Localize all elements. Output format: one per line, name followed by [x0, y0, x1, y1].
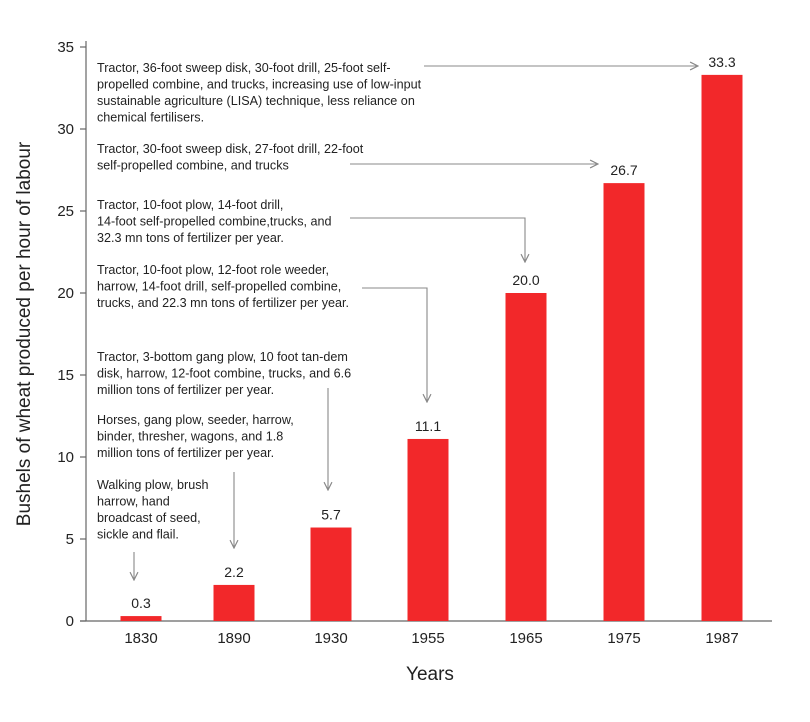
value-label: 20.0: [512, 272, 539, 288]
value-label: 5.7: [321, 507, 341, 523]
annotation-line: chemical fertilisers.: [97, 111, 204, 125]
annotation-line: Tractor, 10-foot plow, 12-foot role weed…: [97, 263, 329, 277]
annotation-1987: Tractor, 36-foot sweep disk, 30-foot dri…: [97, 61, 698, 125]
bar-1965: [505, 293, 547, 621]
x-tick-label: 1987: [705, 630, 738, 647]
y-tick-label: 20: [57, 285, 74, 302]
y-tick-label: 30: [57, 121, 74, 138]
arrow-icon: [362, 287, 427, 402]
arrow-icon: [350, 217, 525, 262]
x-tick-label: 1890: [217, 630, 250, 647]
annotation-line: sickle and flail.: [97, 528, 179, 542]
bar-1955: [407, 438, 449, 621]
x-tick-label: 1975: [607, 630, 640, 647]
x-axis-title: Years: [406, 664, 454, 685]
annotation-1965: Tractor, 10-foot plow, 14-foot drill, 14-…: [97, 198, 525, 262]
value-label: 33.3: [708, 54, 735, 70]
y-axis-title: Bushels of wheat produced per hour of la…: [14, 141, 35, 526]
annotation-line: propelled combine, and trucks, increasin…: [97, 78, 422, 92]
annotation-line: binder, thresher, wagons, and 1.8: [97, 430, 283, 444]
value-label: 2.2: [224, 564, 244, 580]
annotation-line: Tractor, 30-foot sweep disk, 27-foot dri…: [97, 142, 364, 156]
annotation-line: self-propelled combine, and trucks: [97, 159, 289, 173]
value-label: 0.3: [131, 595, 151, 611]
annotation-1830: Walking plow, brush harrow, hand broadcast…: [97, 478, 209, 580]
y-tick-label: 10: [57, 449, 74, 466]
annotation-line: 32.3 mn tons of fertilizer per year.: [97, 231, 284, 245]
y-tick-label: 5: [66, 531, 74, 548]
annotation-line: trucks, and 22.3 mn tons of fertilizer p…: [97, 296, 349, 310]
bars: 0.3 1830 2.2 1890 5.7 1930 11.1 1955 20.0 1965 26.…: [120, 54, 743, 647]
annotation-line: sustainable agriculture (LISA) technique…: [97, 94, 415, 108]
annotation-line: broadcast of seed,: [97, 511, 201, 525]
value-label: 26.7: [610, 162, 637, 178]
annotation-line: Horses, gang plow, seeder, harrow,: [97, 413, 294, 427]
x-tick-label: 1830: [124, 630, 157, 647]
annotation-line: 14-foot self-propelled combine,trucks, a…: [97, 215, 332, 229]
x-tick-label: 1930: [314, 630, 347, 647]
annotation-line: million tons of fertilizer per year.: [97, 383, 274, 397]
y-tick-label: 0: [66, 613, 74, 630]
annotation-1955: Tractor, 10-foot plow, 12-foot role weed…: [97, 263, 427, 402]
bar-1830: [120, 616, 162, 621]
annotation-1930: Tractor, 3-bottom gang plow, 10 foot tan…: [97, 350, 351, 490]
annotation-line: disk, harrow, 12-foot combine, trucks, a…: [97, 367, 351, 381]
annotation-line: harrow, hand: [97, 495, 170, 509]
axes: 0 5 10 15 20 25 30 35: [57, 39, 772, 630]
y-tick-label: 35: [57, 39, 74, 56]
annotation-line: million tons of fertilizer per year.: [97, 446, 274, 460]
annotation-1975: Tractor, 30-foot sweep disk, 27-foot dri…: [97, 142, 598, 173]
x-tick-label: 1955: [411, 630, 444, 647]
bar-1975: [603, 183, 645, 621]
y-tick-label: 25: [57, 203, 74, 220]
annotations: Walking plow, brush harrow, hand broadcast…: [97, 61, 698, 580]
annotation-line: harrow, 14-foot drill, self-propelled co…: [97, 280, 341, 294]
annotation-line: Tractor, 36-foot sweep disk, 30-foot dri…: [97, 61, 391, 75]
annotation-line: Walking plow, brush: [97, 478, 209, 492]
y-tick-label: 15: [57, 367, 74, 384]
x-tick-label: 1965: [509, 630, 542, 647]
annotation-line: Tractor, 10-foot plow, 14-foot drill,: [97, 198, 283, 212]
annotation-1890: Horses, gang plow, seeder, harrow, binder…: [97, 413, 294, 548]
bar-1890: [213, 584, 255, 621]
annotation-line: Tractor, 3-bottom gang plow, 10 foot tan…: [97, 350, 348, 364]
bar-1930: [310, 527, 352, 621]
bar-1987: [701, 74, 743, 621]
value-label: 11.1: [415, 418, 441, 434]
